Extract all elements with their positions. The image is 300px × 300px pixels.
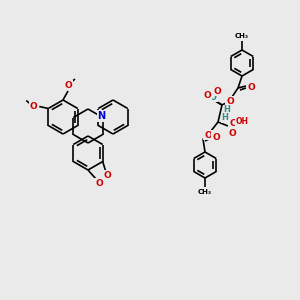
Text: H: H bbox=[222, 113, 228, 122]
Text: CH₃: CH₃ bbox=[198, 189, 212, 195]
Text: HO: HO bbox=[203, 92, 217, 101]
Text: O: O bbox=[212, 133, 220, 142]
Text: O: O bbox=[204, 130, 212, 140]
Text: H: H bbox=[224, 106, 230, 115]
Text: O: O bbox=[104, 171, 112, 180]
Text: O: O bbox=[247, 82, 255, 91]
Text: O: O bbox=[203, 91, 211, 100]
Text: N: N bbox=[97, 111, 105, 121]
Text: O: O bbox=[213, 86, 221, 95]
Text: O: O bbox=[29, 102, 37, 111]
Text: O: O bbox=[95, 178, 103, 188]
Text: CH₃: CH₃ bbox=[235, 33, 249, 39]
Text: O: O bbox=[64, 80, 72, 89]
Text: O: O bbox=[228, 128, 236, 137]
Text: O: O bbox=[229, 119, 237, 128]
Text: OH: OH bbox=[236, 118, 248, 127]
Text: O: O bbox=[226, 97, 234, 106]
